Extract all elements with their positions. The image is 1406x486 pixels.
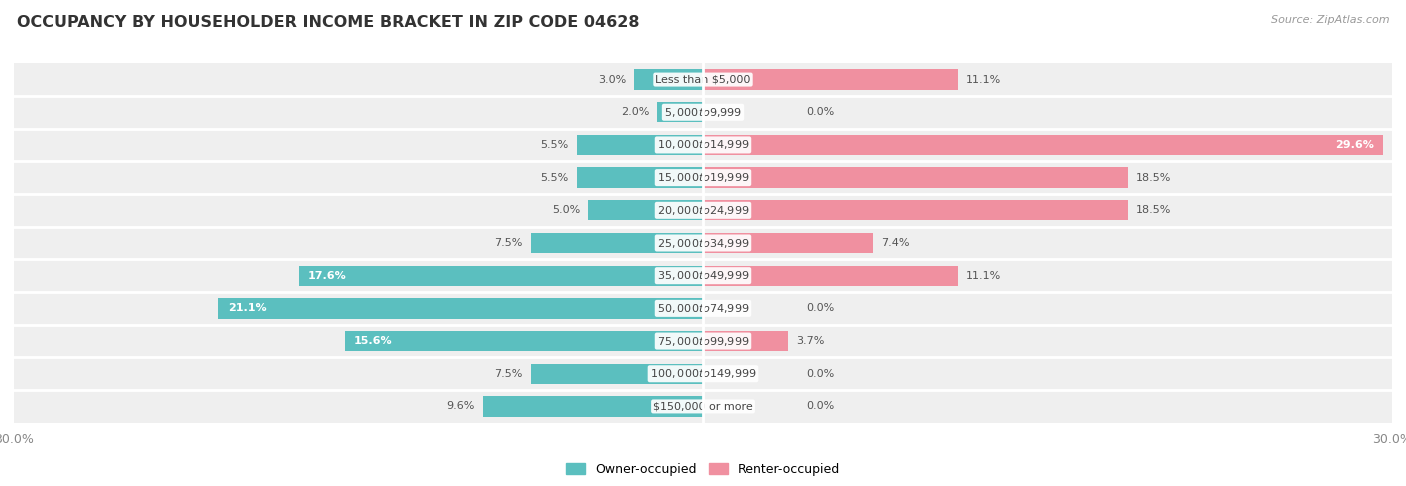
Text: 3.0%: 3.0% [598,74,626,85]
Text: 5.5%: 5.5% [540,140,568,150]
Text: Source: ZipAtlas.com: Source: ZipAtlas.com [1271,15,1389,25]
Text: $15,000 to $19,999: $15,000 to $19,999 [657,171,749,184]
Bar [14,63,1392,96]
Bar [576,135,703,155]
Text: 11.1%: 11.1% [966,271,1001,281]
Bar [634,69,703,90]
Text: 21.1%: 21.1% [228,303,266,313]
Text: $50,000 to $74,999: $50,000 to $74,999 [657,302,749,315]
Text: $100,000 to $149,999: $100,000 to $149,999 [650,367,756,380]
Text: 0.0%: 0.0% [807,303,835,313]
Text: $10,000 to $14,999: $10,000 to $14,999 [657,139,749,152]
Bar [703,265,957,286]
Bar [703,233,873,253]
Bar [14,96,1392,129]
Text: 5.0%: 5.0% [553,205,581,215]
Bar [14,292,1392,325]
Text: 0.0%: 0.0% [807,107,835,117]
Text: 29.6%: 29.6% [1334,140,1374,150]
Text: 17.6%: 17.6% [308,271,347,281]
Bar [14,129,1392,161]
Bar [588,200,703,221]
Bar [14,260,1392,292]
Text: 18.5%: 18.5% [1136,173,1171,183]
Bar [14,194,1392,226]
Bar [531,233,703,253]
Bar [703,200,1128,221]
Text: $35,000 to $49,999: $35,000 to $49,999 [657,269,749,282]
Text: 7.5%: 7.5% [495,369,523,379]
Bar [531,364,703,384]
Bar [703,69,957,90]
Text: 3.7%: 3.7% [796,336,824,346]
Text: 0.0%: 0.0% [807,401,835,412]
Bar [14,390,1392,423]
Text: 11.1%: 11.1% [966,74,1001,85]
Bar [218,298,703,318]
Text: 7.5%: 7.5% [495,238,523,248]
Legend: Owner-occupied, Renter-occupied: Owner-occupied, Renter-occupied [561,457,845,481]
Bar [703,135,1382,155]
Text: 5.5%: 5.5% [540,173,568,183]
Text: $75,000 to $99,999: $75,000 to $99,999 [657,334,749,347]
Text: OCCUPANCY BY HOUSEHOLDER INCOME BRACKET IN ZIP CODE 04628: OCCUPANCY BY HOUSEHOLDER INCOME BRACKET … [17,15,640,30]
Text: $150,000 or more: $150,000 or more [654,401,752,412]
Bar [344,331,703,351]
Text: 9.6%: 9.6% [446,401,474,412]
Text: 7.4%: 7.4% [882,238,910,248]
Bar [14,161,1392,194]
Bar [657,102,703,122]
Bar [14,226,1392,260]
Bar [482,396,703,417]
Text: $5,000 to $9,999: $5,000 to $9,999 [664,106,742,119]
Text: 2.0%: 2.0% [620,107,650,117]
Bar [703,331,787,351]
Text: Less than $5,000: Less than $5,000 [655,74,751,85]
Bar [703,168,1128,188]
Bar [576,168,703,188]
Text: 18.5%: 18.5% [1136,205,1171,215]
Bar [14,357,1392,390]
Bar [14,325,1392,357]
Text: $25,000 to $34,999: $25,000 to $34,999 [657,237,749,249]
Text: 15.6%: 15.6% [354,336,392,346]
Bar [299,265,703,286]
Text: 0.0%: 0.0% [807,369,835,379]
Text: $20,000 to $24,999: $20,000 to $24,999 [657,204,749,217]
